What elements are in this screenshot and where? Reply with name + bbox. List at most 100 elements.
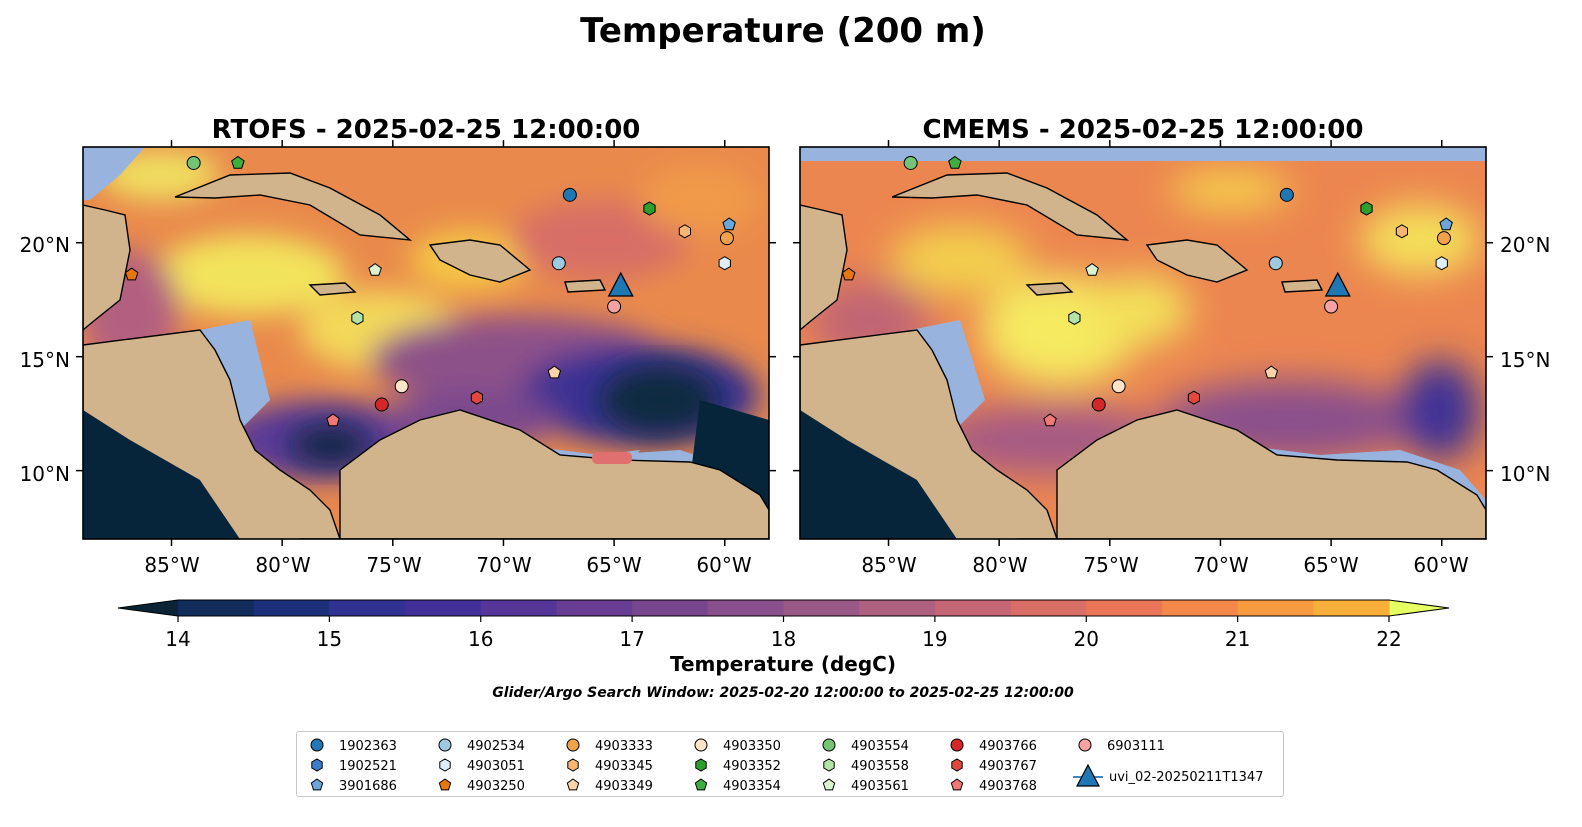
lon-tick-l-65: 65°W (586, 553, 641, 577)
legend-marker-4903768 (950, 778, 964, 791)
rtofs-markers (124, 155, 736, 427)
legend-marker-4903558 (823, 758, 835, 772)
legend-label: 1902363 (339, 739, 397, 754)
cmems-marker-4903333 (1436, 231, 1451, 246)
lon-tick-r-65: 65°W (1303, 553, 1358, 577)
legend-label: 4903051 (467, 759, 525, 774)
legend-marker-4903250 (438, 778, 452, 791)
rtofs-marker-4903767 (470, 390, 483, 405)
colorbar-tick-label: 20 (1074, 627, 1099, 651)
colorbar-tick-label: 21 (1225, 627, 1250, 651)
colorbar-segment (859, 600, 936, 616)
colorbar-segment (556, 600, 633, 616)
colorbar-extend-low (118, 600, 178, 616)
colorbar-segment (1086, 600, 1163, 616)
rtofs-marker-4903051 (718, 256, 731, 271)
search-window-text: Glider/Argo Search Window: 2025-02-20 12… (492, 685, 1074, 701)
colorbar-segment (405, 600, 482, 616)
lat-tick-r-10: 10°N (1500, 462, 1550, 486)
legend-marker-4903561 (822, 778, 836, 791)
rtofs-marker-4903250 (124, 267, 139, 281)
colorbar-segment (1010, 600, 1087, 616)
legend-label: 4903554 (851, 739, 909, 754)
legend-marker-1902363 (310, 738, 324, 752)
colorbar-segment (632, 600, 709, 616)
colorbar-segment (178, 600, 255, 616)
rtofs-marker-4903558 (351, 310, 364, 325)
cmems-marker-1902363 (1279, 187, 1294, 202)
rtofs-map-frame (82, 146, 770, 540)
cmems-marker-4903766 (1091, 397, 1106, 412)
legend-label: uvi_02-20250211T1347 (1109, 770, 1263, 785)
colorbar (117, 599, 1450, 617)
rtofs-marker-3901686 (722, 217, 736, 231)
legend-marker-4903767 (951, 758, 963, 772)
panel-title-cmems: CMEMS - 2025-02-25 12:00:00 (923, 115, 1364, 145)
lon-tick-r-80: 80°W (972, 553, 1027, 577)
legend-marker-4903766 (950, 738, 964, 752)
rtofs-marker-uvi_02-20250211T1347 (607, 271, 634, 297)
cmems-marker-4902534 (1268, 256, 1283, 271)
rtofs-marker-1902363 (562, 187, 577, 202)
panel-title-rtofs: RTOFS - 2025-02-25 12:00:00 (212, 115, 641, 145)
lat-tick-r-20: 20°N (1500, 233, 1550, 257)
cmems-map (800, 147, 1486, 539)
colorbar-tick-label: 19 (922, 627, 947, 651)
legend-marker-4903349 (566, 778, 580, 791)
rtofs-marker-4903354 (231, 155, 245, 169)
colorbar-segment (1313, 600, 1390, 616)
colorbar-extend-high (1389, 600, 1449, 616)
legend-marker-4903333 (566, 738, 580, 752)
cmems-marker-4903767 (1187, 390, 1200, 405)
legend-marker-3901686 (310, 778, 324, 791)
rtofs-marker-6903111 (607, 299, 622, 314)
lon-tick-l-85: 85°W (144, 553, 199, 577)
lon-tick-l-80: 80°W (255, 553, 310, 577)
rtofs-marker-4903333 (719, 231, 734, 246)
cmems-marker-4903345 (1395, 224, 1408, 239)
legend-label: 1902521 (339, 759, 397, 774)
legend-marker-1902521 (311, 758, 323, 772)
colorbar-segment (1237, 600, 1314, 616)
colorbar-segment (783, 600, 860, 616)
cmems-marker-4903561 (1085, 262, 1099, 276)
lon-tick-l-75: 75°W (366, 553, 421, 577)
legend-marker-4903554 (822, 738, 836, 752)
cmems-markers (841, 155, 1453, 427)
legend: 1902363 1902521 3901686 4902534 4903051 49032… (296, 731, 1284, 797)
cmems-marker-4903250 (841, 267, 856, 281)
colorbar-tick-label: 17 (619, 627, 644, 651)
colorbar-tick-label: 15 (317, 627, 342, 651)
legend-marker-4903350 (694, 738, 708, 752)
colorbar-tick-label: 18 (771, 627, 796, 651)
rtofs-marker-4903345 (678, 224, 691, 239)
lon-tick-r-60: 60°W (1413, 553, 1468, 577)
legend-label: 4903350 (723, 739, 781, 754)
cmems-marker-uvi_02-20250211T1347 (1324, 271, 1351, 297)
cmems-marker-4903768 (1043, 413, 1057, 427)
legend-label: 4903352 (723, 759, 781, 774)
legend-marker-4903352 (695, 758, 707, 772)
lon-tick-r-75: 75°W (1083, 553, 1138, 577)
legend-label: 3901686 (339, 779, 397, 794)
cmems-marker-3901686 (1439, 217, 1453, 231)
figure-title: Temperature (200 m) (580, 11, 986, 51)
rtofs-map (83, 147, 769, 539)
legend-marker-4903354 (694, 778, 708, 791)
colorbar-label: Temperature (degC) (670, 652, 896, 676)
legend-label: 4903333 (595, 739, 653, 754)
colorbar-segment (707, 600, 785, 616)
colorbar-segment (1161, 600, 1239, 616)
colorbar-tick-label: 22 (1376, 627, 1401, 651)
rtofs-marker-4902534 (551, 256, 566, 271)
lon-tick-r-85: 85°W (861, 553, 916, 577)
rtofs-marker-4903352 (643, 201, 656, 216)
legend-marker-4903345 (567, 758, 579, 772)
cmems-marker-6903111 (1324, 299, 1339, 314)
colorbar-segment (253, 600, 330, 616)
lat-tick-l-20: 20°N (20, 233, 70, 257)
cmems-marker-4903051 (1435, 256, 1448, 271)
rtofs-marker-4903349 (547, 365, 562, 379)
colorbar-tick-label: 16 (468, 627, 493, 651)
